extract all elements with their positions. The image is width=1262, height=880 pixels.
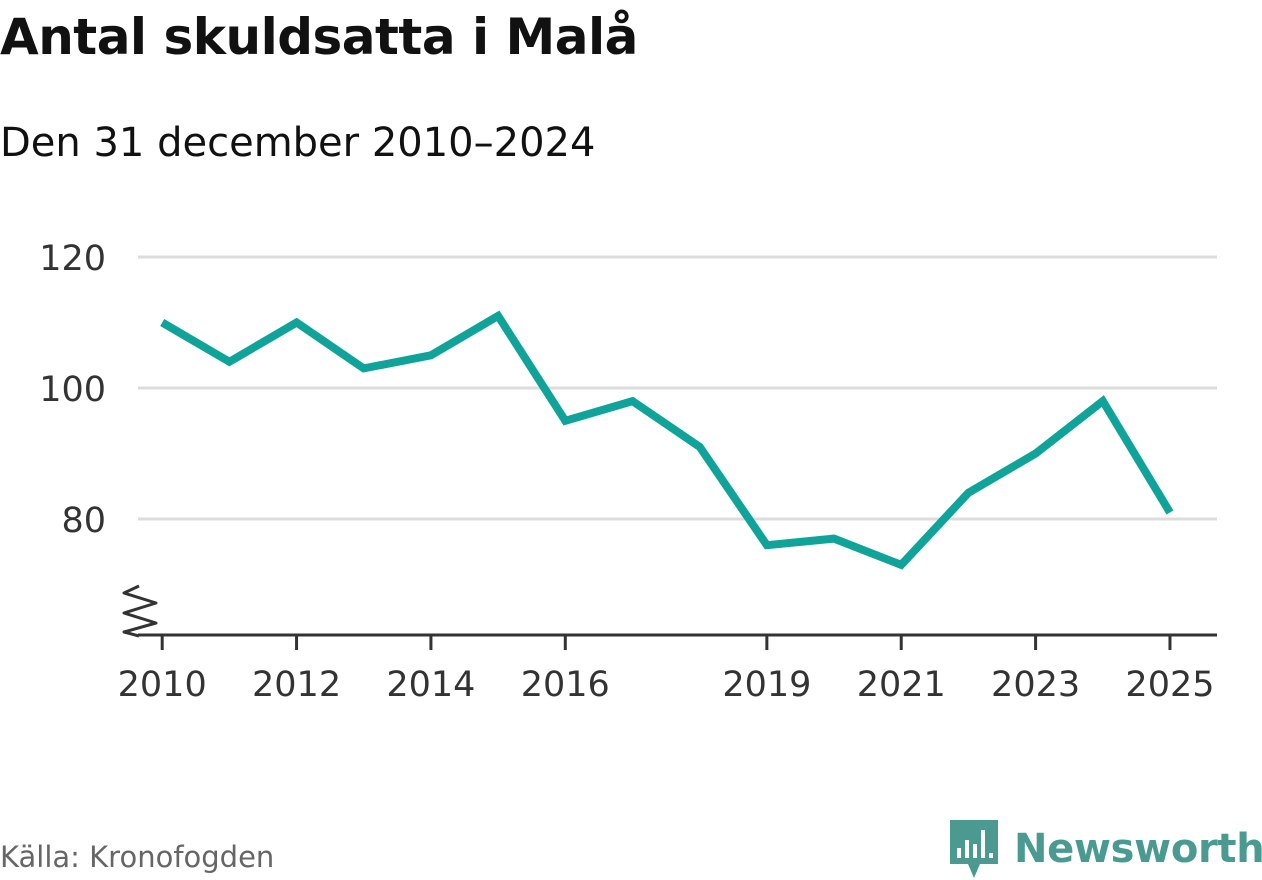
brand-logo: Newsworthy [950,818,1262,880]
x-axis: 2010 2012 2014 2016 2019 2021 2023 2025 [118,586,1217,705]
x-tick-label-2010: 2010 [118,665,207,705]
newsworthy-logo-icon [950,818,998,880]
x-tick-label-2016: 2016 [521,665,610,705]
x-tick-label-2012: 2012 [252,665,341,705]
x-tick-label-2021: 2021 [857,665,946,705]
grid-lines [138,257,1217,519]
x-tick-label-2023: 2023 [991,665,1080,705]
series-line-0 [162,316,1170,565]
x-tick-label-2025: 2025 [1125,665,1214,705]
brand-name: Newsworthy [1014,826,1262,872]
x-tick-label-2014: 2014 [386,665,475,705]
y-tick-label-80: 80 [61,501,106,541]
series-group [162,316,1170,565]
source-note: Källa: Kronofogden [0,840,274,874]
x-tick-label-2019: 2019 [722,665,811,705]
y-tick-label-120: 120 [39,239,106,279]
y-tick-label-100: 100 [39,370,106,410]
y-axis-labels: 80 100 120 [39,239,106,541]
axis-break-icon [124,586,156,636]
